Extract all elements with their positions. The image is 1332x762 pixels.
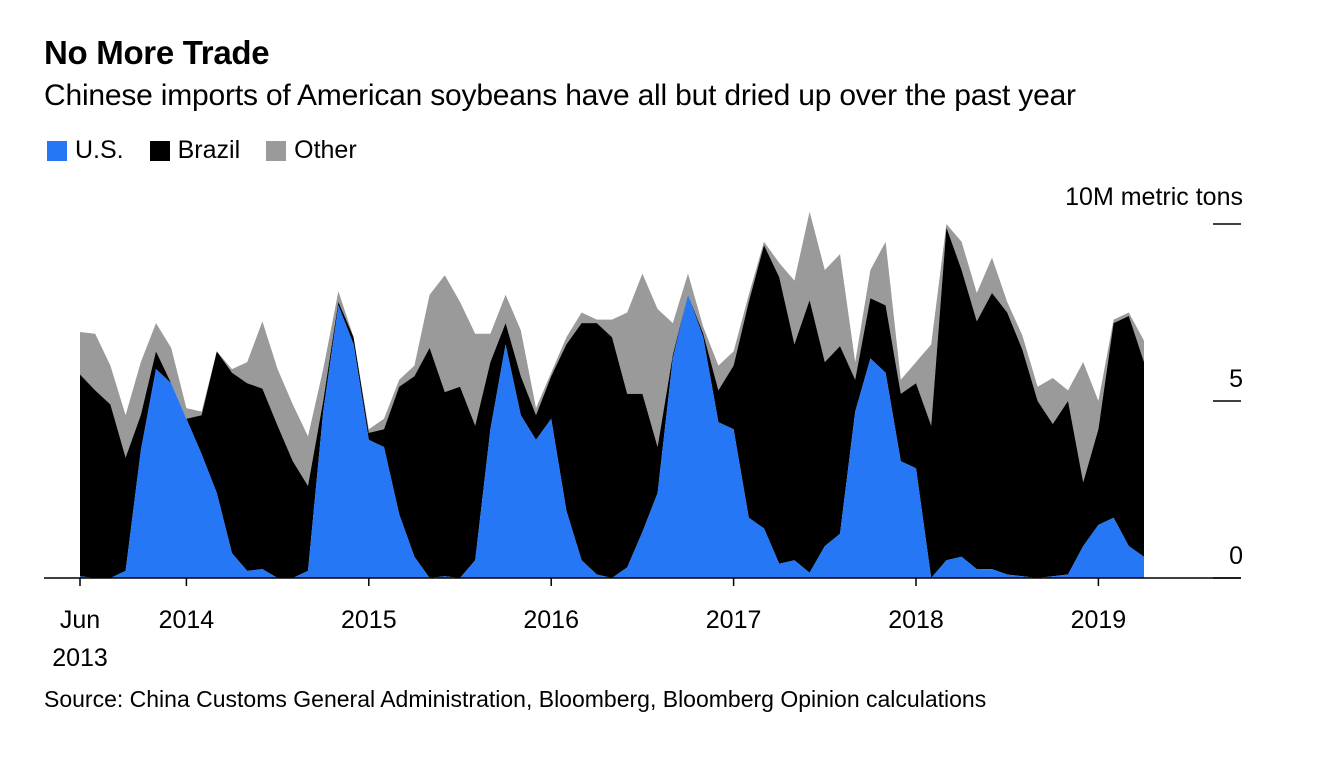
y-tick-label-0: 0 bbox=[1229, 542, 1243, 570]
y-axis: 10M metric tons 5 0 bbox=[1065, 183, 1243, 579]
x-axis: Jun 2013 2014 2015 2016 2017 2018 2019 bbox=[44, 577, 1241, 672]
x-tick-label-2016-01: 2016 bbox=[523, 606, 579, 634]
legend-item-brazil: Brazil bbox=[149, 136, 241, 165]
area-series-u-s bbox=[80, 294, 1144, 578]
area-series-brazil bbox=[80, 227, 1144, 578]
legend-swatch-other bbox=[266, 140, 287, 161]
area-layer bbox=[80, 211, 1144, 578]
legend-label-other: Other bbox=[294, 136, 357, 164]
stacked-area-chart: 10M metric tons 5 0 Jun 2013 2014 2015 2016 20… bbox=[44, 183, 1243, 672]
legend-item-us: U.S. bbox=[47, 136, 124, 165]
x-tick-label-2013-06: Jun bbox=[60, 606, 100, 634]
x-tick-label-2015-01: 2015 bbox=[341, 606, 397, 634]
legend: U.S. Brazil Other bbox=[47, 136, 383, 165]
x-tick-label-2014-01: 2014 bbox=[159, 606, 215, 634]
chart-title: No More Trade bbox=[44, 34, 270, 71]
legend-label-us: U.S. bbox=[75, 136, 124, 164]
legend-item-other: Other bbox=[266, 136, 357, 165]
area-series-other bbox=[80, 211, 1144, 486]
legend-swatch-brazil bbox=[149, 140, 170, 161]
y-axis-unit-label: 10M metric tons bbox=[1065, 183, 1243, 211]
x-tick-label-2018-01: 2018 bbox=[888, 606, 944, 634]
legend-label-brazil: Brazil bbox=[177, 136, 241, 164]
x-tick-label2-2013-06: 2013 bbox=[52, 644, 108, 672]
x-tick-label-2017-01: 2017 bbox=[706, 606, 762, 634]
legend-swatch-us bbox=[47, 140, 67, 161]
y-tick-label-5: 5 bbox=[1229, 365, 1243, 393]
chart-subtitle: Chinese imports of American soybeans hav… bbox=[44, 79, 1076, 112]
x-tick-label-2019-01: 2019 bbox=[1071, 606, 1127, 634]
source-note: Source: China Customs General Administra… bbox=[44, 686, 987, 712]
